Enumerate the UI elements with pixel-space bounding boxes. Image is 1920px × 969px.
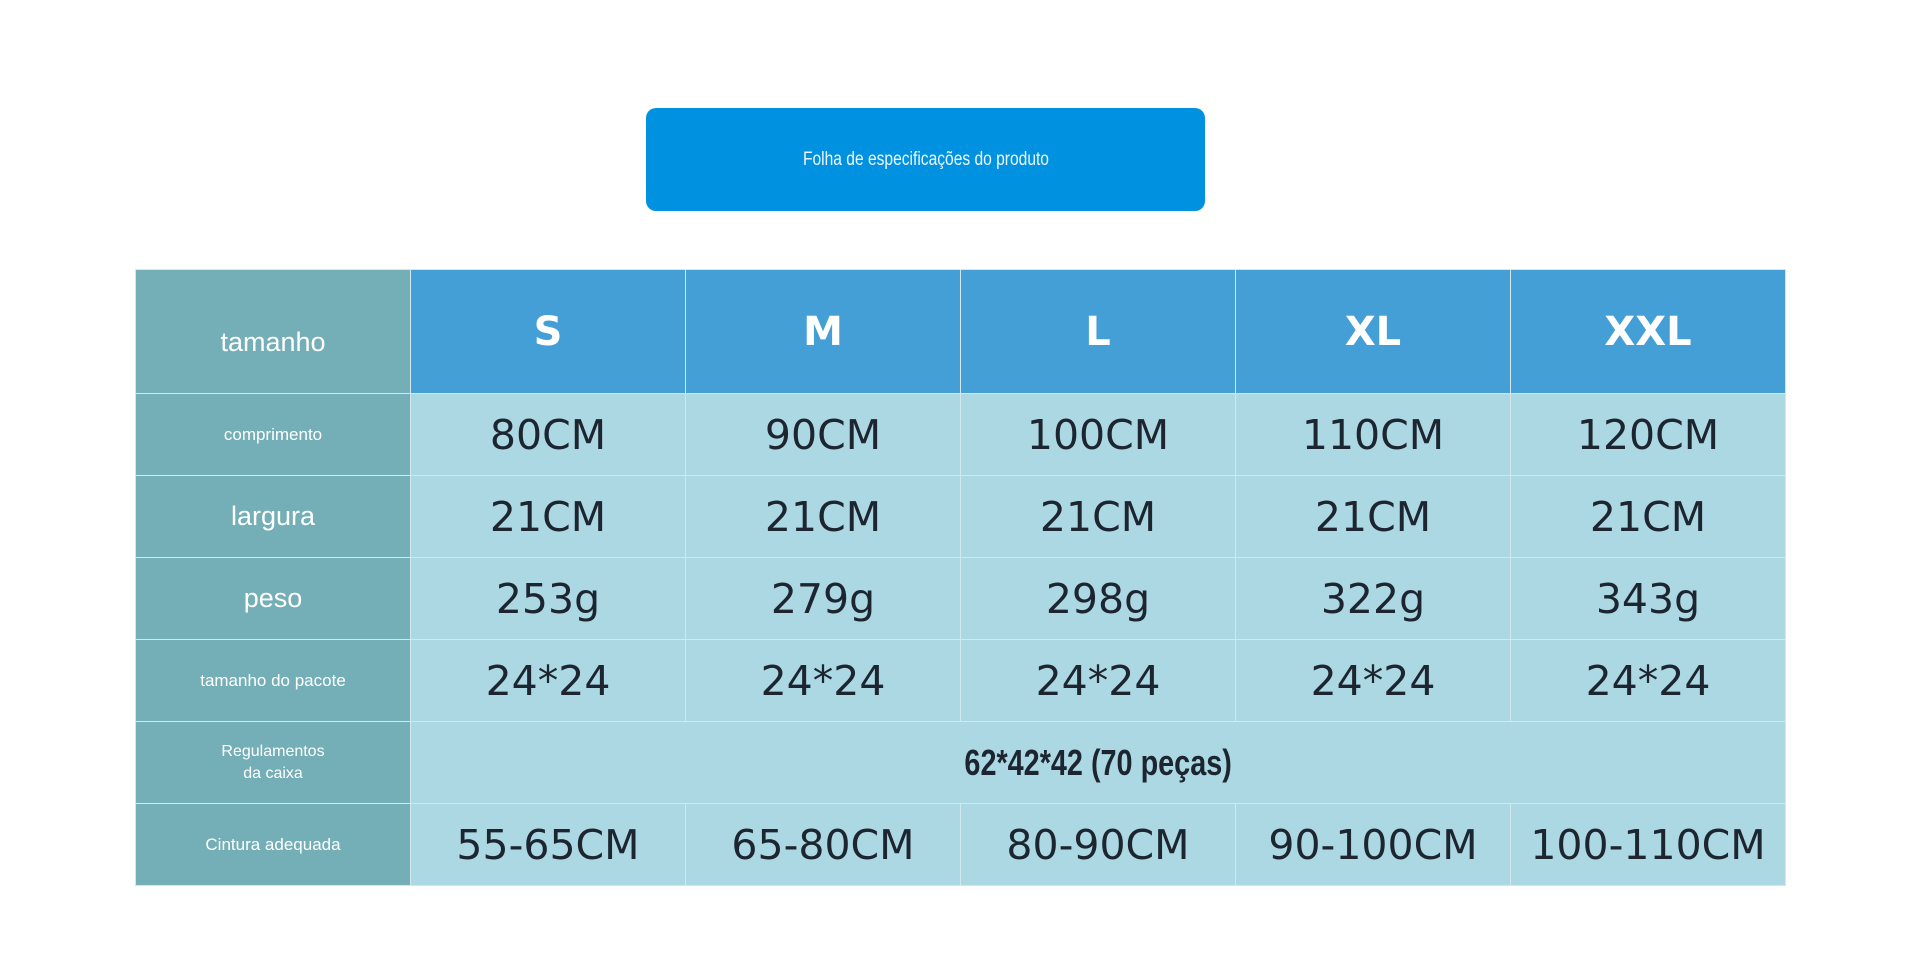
row-label: Cintura adequada [135, 803, 411, 886]
cell: 279g [685, 557, 961, 640]
header-cell: XL [1235, 269, 1511, 394]
header-cell: S [410, 269, 686, 394]
header-cell: XXL [1510, 269, 1786, 394]
table-body: tamanho S M L XL XXL comprimento 80CM 90CM 100CM 1… [135, 269, 1786, 886]
header-cell: tamanho [135, 269, 411, 394]
cell: 24*24 [410, 639, 686, 722]
cell: 24*24 [1510, 639, 1786, 722]
table-row: Regulamentos da caixa 62*42*42 (70 peças) [135, 721, 1786, 804]
row-label-line: Regulamentos [221, 742, 325, 760]
cell: 90-100CM [1235, 803, 1511, 886]
row-label: Regulamentos da caixa [135, 721, 411, 804]
cell: 322g [1235, 557, 1511, 640]
title-box: Folha de especificações do produto [646, 108, 1205, 211]
row-label: peso [135, 557, 411, 640]
cell: 21CM [685, 475, 961, 558]
cell: 24*24 [1235, 639, 1511, 722]
table-row: largura 21CM 21CM 21CM 21CM 21CM [135, 475, 1786, 558]
row-label: comprimento [135, 393, 411, 476]
cell-text: 62*42*42 (70 peças) [964, 741, 1232, 783]
title: Folha de especificações do produto [802, 148, 1049, 170]
cell: 343g [1510, 557, 1786, 640]
table-row: Cintura adequada 55-65CM 65-80CM 80-90CM 90-… [135, 803, 1786, 886]
header-cell: L [960, 269, 1236, 394]
cell: 110CM [1235, 393, 1511, 476]
cell: 100CM [960, 393, 1236, 476]
row-label: tamanho do pacote [135, 639, 411, 722]
cell: 298g [960, 557, 1236, 640]
header-cell: M [685, 269, 961, 394]
cell: 55-65CM [410, 803, 686, 886]
cell: 21CM [410, 475, 686, 558]
cell: 21CM [1235, 475, 1511, 558]
row-label-line: da caixa [243, 764, 303, 782]
table-row: comprimento 80CM 90CM 100CM 110CM 120CM [135, 393, 1786, 476]
header-row: tamanho S M L XL XXL [135, 269, 1786, 394]
cell: 21CM [1510, 475, 1786, 558]
cell: 100-110CM [1510, 803, 1786, 886]
cell: 21CM [960, 475, 1236, 558]
cell: 80-90CM [960, 803, 1236, 886]
cell: 80CM [410, 393, 686, 476]
spec-table: tamanho S M L XL XXL comprimento 80CM 90CM 100CM 1… [135, 269, 1786, 886]
cell: 24*24 [960, 639, 1236, 722]
table-row: peso 253g 279g 298g 322g 343g [135, 557, 1786, 640]
cell: 90CM [685, 393, 961, 476]
cell: 253g [410, 557, 686, 640]
cell: 65-80CM [685, 803, 961, 886]
row-label: largura [135, 475, 411, 558]
cell: 62*42*42 (70 peças) [410, 721, 1786, 804]
cell: 120CM [1510, 393, 1786, 476]
table-row: tamanho do pacote 24*24 24*24 24*24 24*24 24*… [135, 639, 1786, 722]
cell: 24*24 [685, 639, 961, 722]
